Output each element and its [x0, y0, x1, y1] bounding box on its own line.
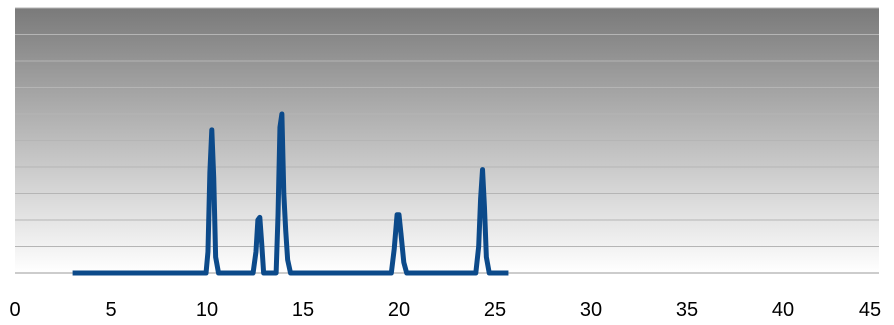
x-tick-label: 15	[292, 299, 314, 321]
series-layer	[72, 111, 509, 276]
x-tick-label: 45	[859, 299, 881, 321]
x-tick-label: 10	[196, 299, 218, 321]
x-axis-tick-labels: 0 5 10 15 20 25 30 35 40 45	[9, 299, 881, 321]
series-line-0	[72, 111, 509, 276]
x-tick-label: 40	[772, 299, 794, 321]
x-tick-label: 25	[484, 299, 506, 321]
x-tick-label: 5	[105, 299, 116, 321]
x-tick-label: 35	[676, 299, 698, 321]
x-tick-label: 30	[580, 299, 602, 321]
x-tick-label: 0	[9, 299, 20, 321]
x-tick-label: 20	[388, 299, 410, 321]
